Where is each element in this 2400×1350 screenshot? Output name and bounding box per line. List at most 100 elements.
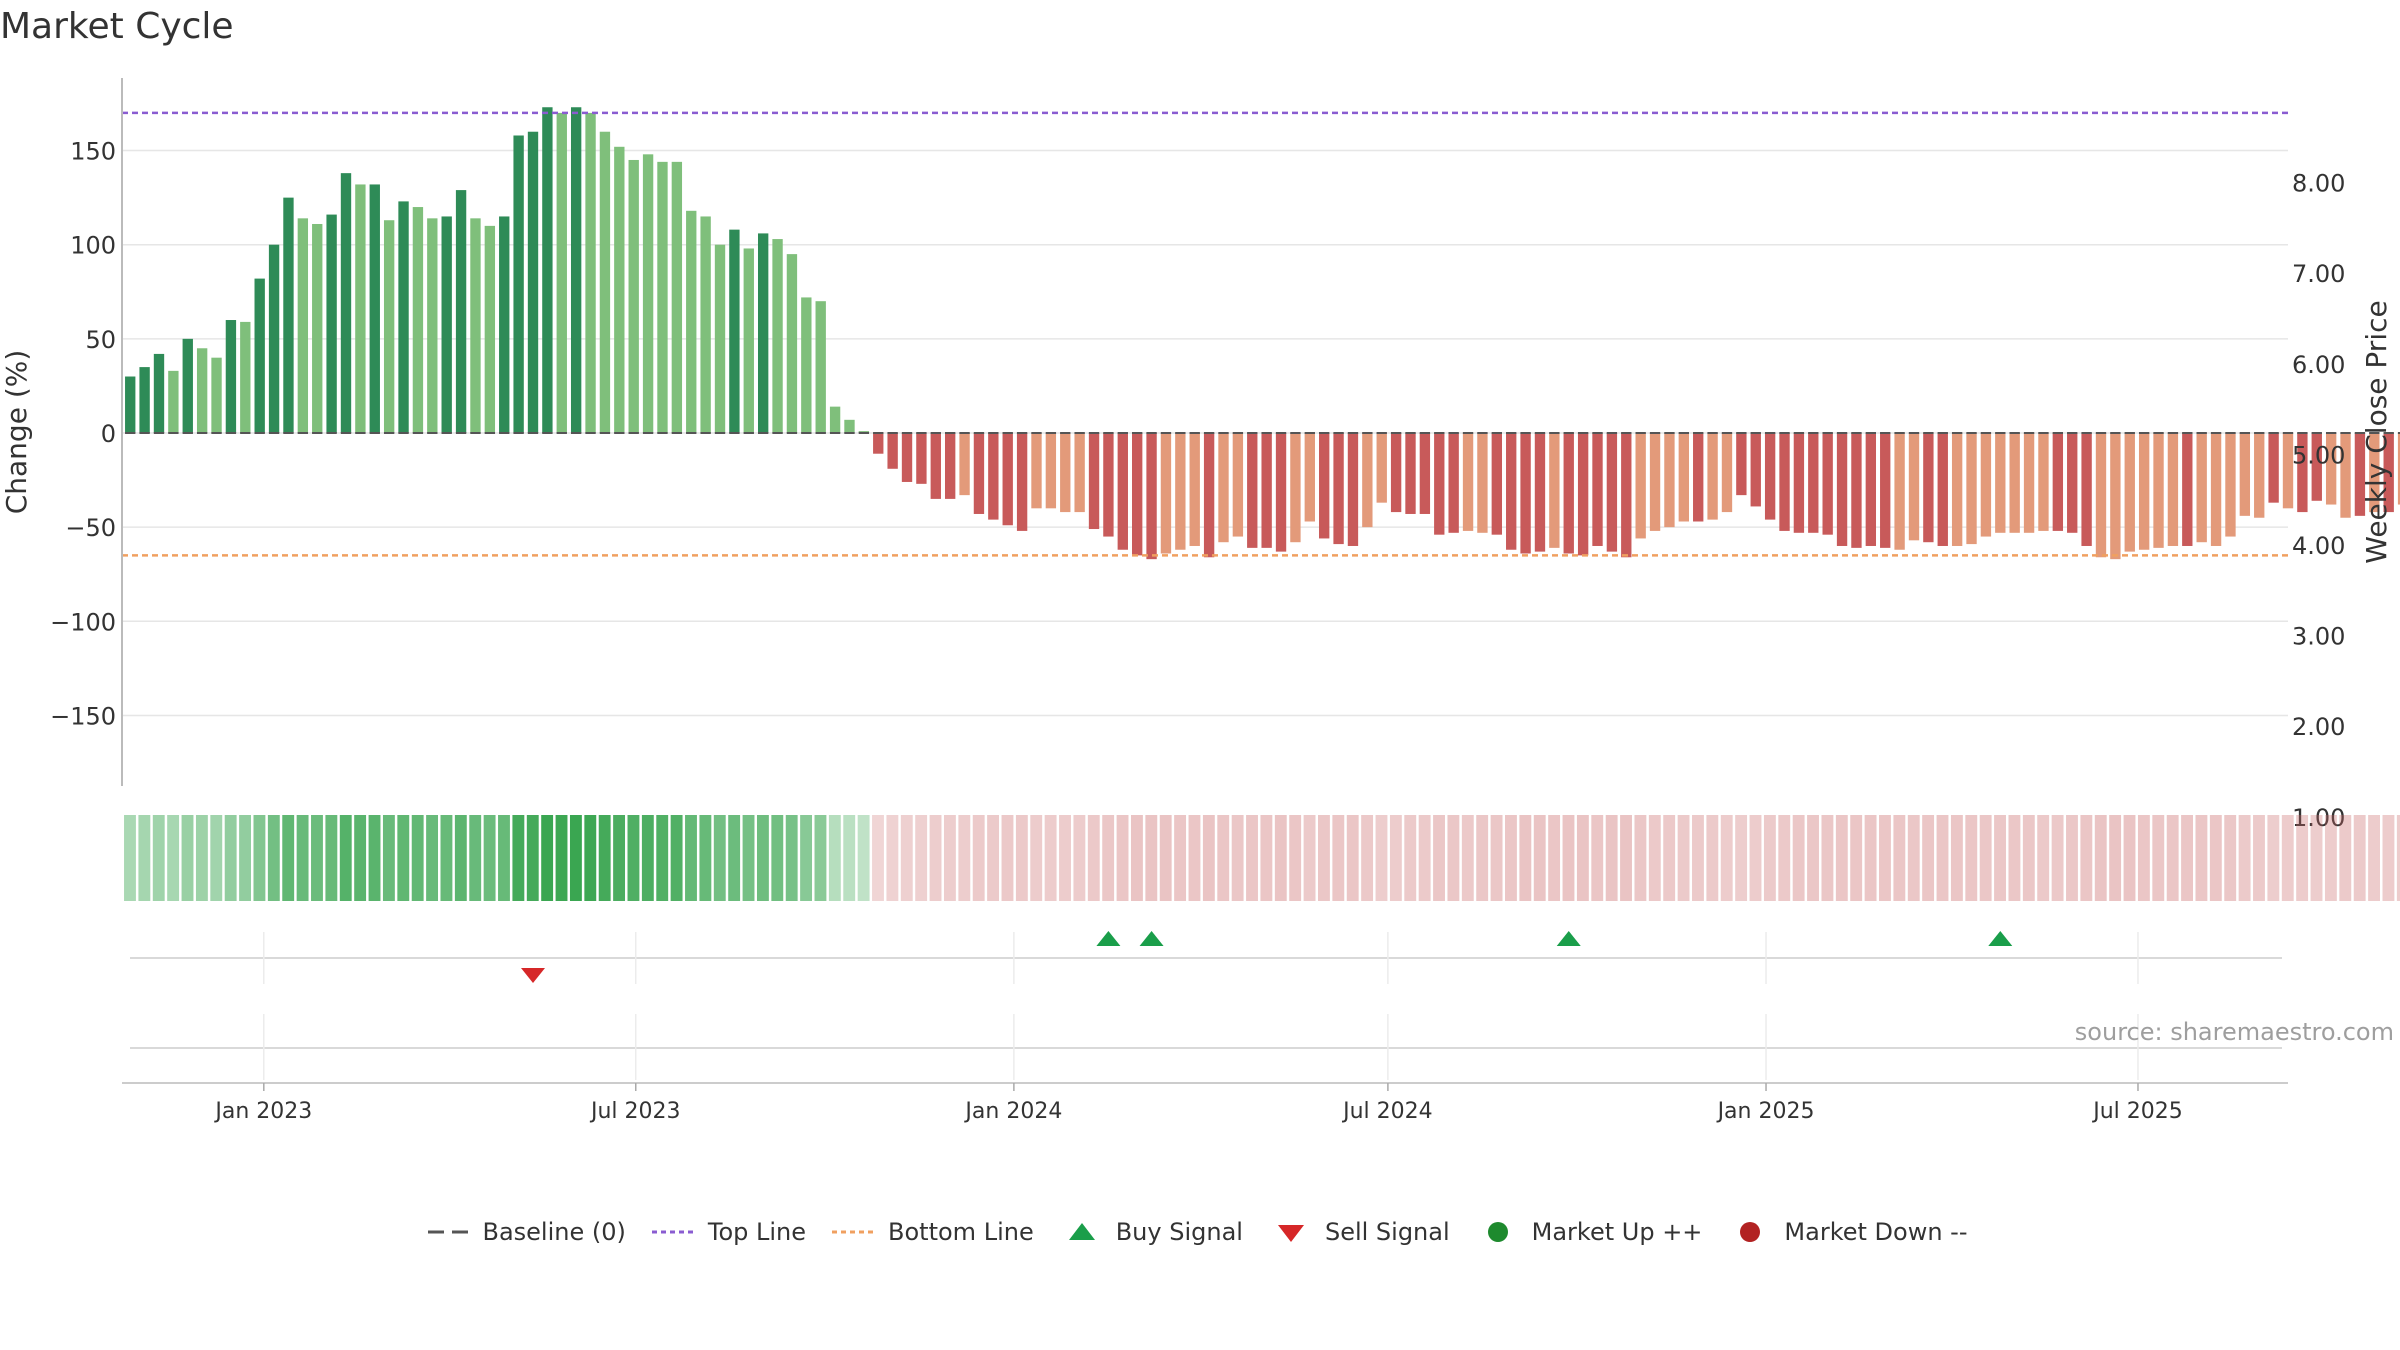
legend-item-buy: Buy Signal [1060, 1218, 1243, 1246]
strip-cell [541, 815, 554, 901]
green-dot-icon [1487, 1222, 1508, 1242]
cycle-bar [326, 214, 337, 433]
cycle-bar [2052, 433, 2064, 531]
cycle-bar [1592, 433, 1603, 546]
buy-signal-marker [1988, 931, 2013, 946]
legend-item-bottom-line: Bottom Line [832, 1218, 1034, 1246]
cycle-bar [844, 419, 855, 433]
cycle-bar [1132, 433, 1143, 556]
strip-cell [2353, 815, 2366, 901]
strip-cell [1375, 815, 1388, 901]
strip-cell [1231, 815, 1244, 901]
cycle-bar [211, 357, 222, 433]
cycle-bar [1232, 433, 1244, 537]
cycle-bar [1175, 433, 1186, 550]
cycle-bar [2124, 433, 2135, 552]
strip-cell [2066, 815, 2078, 901]
strip-cell [469, 815, 482, 901]
cycle-bar [1908, 433, 1920, 541]
cycle-bar [1203, 433, 1215, 558]
cycle-bar [901, 433, 913, 482]
strip-cell [2181, 815, 2193, 901]
cycle-bar [2023, 433, 2035, 533]
cycle-bar [1534, 433, 1546, 552]
cycle-bar [1103, 433, 1114, 537]
legend-item-top-line: Top Line [651, 1218, 806, 1246]
strip-cell [1763, 815, 1776, 901]
strip-cell [1015, 815, 1028, 901]
strip-cell [886, 815, 899, 901]
grid-layer [122, 149, 2288, 717]
cycle-bar [1894, 433, 1905, 550]
legend-label-bottom-line: Bottom Line [888, 1218, 1034, 1246]
cycle-bar [1261, 433, 1272, 548]
strip-cell [2368, 815, 2381, 901]
strip-cell [756, 815, 769, 901]
cycle-bar [1304, 433, 1315, 522]
strip-cell [1950, 815, 1963, 901]
strip-cell [728, 815, 741, 901]
y-tick-label: −150 [50, 702, 116, 730]
cycle-bar [1980, 433, 1992, 537]
cycle-bar [383, 220, 395, 433]
strip-cell [483, 815, 496, 901]
cycle-bar [2038, 433, 2049, 531]
strip-cell [699, 815, 712, 901]
cycle-bar [1808, 433, 1819, 533]
strip-cell [685, 815, 697, 901]
y2-axis-label: Weekly Close Price [2360, 300, 2393, 563]
cycle-bar [240, 321, 251, 433]
cycle-bar [2081, 433, 2092, 546]
strip-cell [2224, 815, 2237, 901]
strip-cell [2195, 815, 2208, 901]
cycle-bar [873, 433, 884, 454]
cycle-bar [1951, 433, 1963, 546]
strip-cell [167, 815, 180, 901]
legend-item-market-up: Market Up ++ [1476, 1218, 1702, 1246]
strip-cell [1044, 815, 1057, 901]
cycle-bar [628, 159, 639, 433]
strip-cell [1289, 815, 1302, 901]
strip-cell [1418, 815, 1431, 901]
x-axis: Jan 2023 Jul 2023 Jan 2024 Jul 2024 Jan 2025… [122, 1082, 2288, 1124]
cycle-bar [1405, 433, 1416, 514]
cycle-bar [2067, 433, 2078, 533]
cycle-bar [254, 278, 265, 433]
strip-cell [1792, 815, 1805, 901]
strip-cell [857, 815, 870, 901]
cycle-bar [542, 107, 553, 433]
strip-cell [512, 815, 525, 901]
cycle-bar [1247, 433, 1258, 548]
cycle-color-strip [124, 815, 2400, 901]
cycle-bar [815, 301, 826, 433]
strip-cell [2382, 815, 2395, 901]
strip-cell [1879, 815, 1891, 901]
y2-tick-label: 2.00 [2292, 713, 2345, 741]
strip-cell [426, 815, 439, 901]
strip-cell [1476, 815, 1489, 901]
cycle-bar [1750, 433, 1761, 507]
cycle-bar [398, 201, 409, 433]
cycle-bar [1721, 433, 1733, 513]
cycle-bar [686, 210, 697, 433]
axes-layer: 150 100 50 0 −50 −100 −150 8.00 7.00 6.00 5.00 4.00… [50, 78, 2345, 832]
strip-cell [2037, 815, 2050, 901]
cycle-bar [757, 233, 769, 433]
strip-cell [1188, 815, 1201, 901]
cycle-bar [369, 184, 380, 433]
strip-cell [2008, 815, 2021, 901]
cycle-bar [959, 433, 970, 496]
strip-cell [239, 815, 251, 901]
strip-cell [2396, 815, 2400, 901]
strip-cell [742, 815, 755, 901]
cycle-bar [1117, 433, 1128, 550]
strip-cell [800, 815, 813, 901]
cycle-bar [1693, 433, 1704, 522]
strip-cell [1620, 815, 1632, 901]
cycle-bar [196, 348, 208, 433]
cycle-bar [1606, 433, 1618, 552]
y2-tick-label: 6.00 [2292, 351, 2345, 379]
strip-cell [440, 815, 453, 901]
strip-cell [1749, 815, 1762, 901]
cycle-bar [355, 184, 366, 433]
